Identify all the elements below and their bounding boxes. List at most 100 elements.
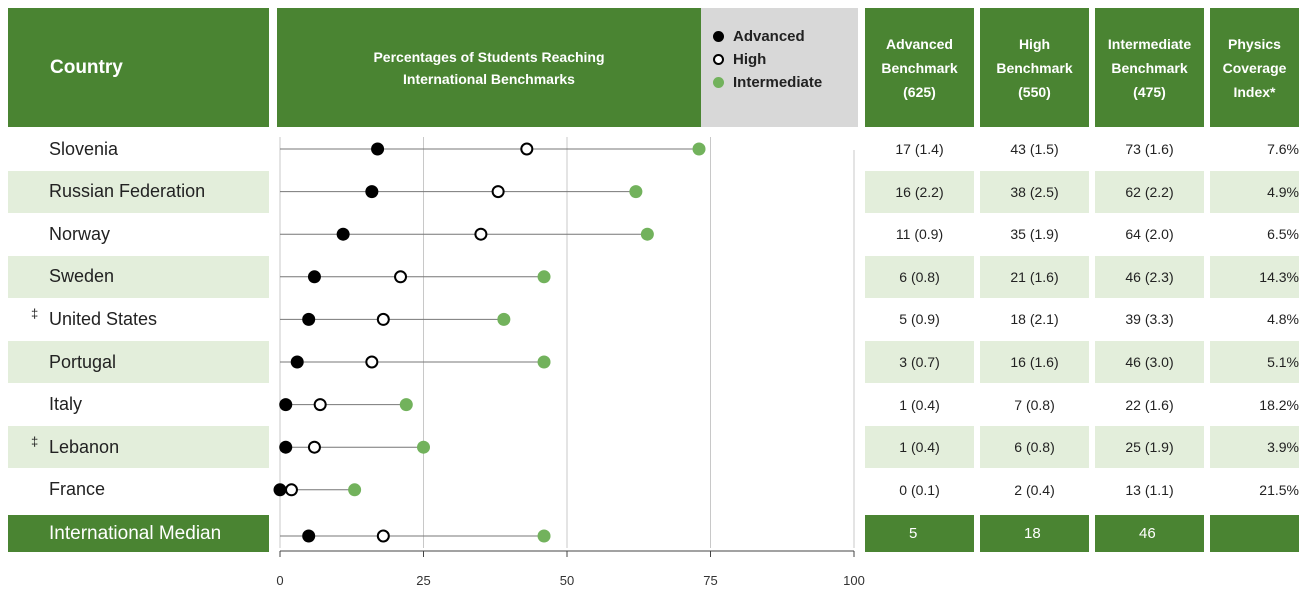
x-tick-label: 25 <box>416 573 430 588</box>
median-intermediate-cell: 46 <box>1095 515 1204 552</box>
cell-stripe <box>980 170 1089 213</box>
intermediate-point <box>537 529 551 543</box>
country-header-label: Country <box>50 56 123 78</box>
cell-stripe <box>865 170 974 213</box>
coverage-cell: 21.5% <box>1259 481 1299 498</box>
intermediate-header-line2: Benchmark <box>1111 59 1188 76</box>
advanced-cell: 1 (0.4) <box>899 439 940 456</box>
high-cell: 7 (0.8) <box>1014 396 1055 413</box>
intermediate-cell: 46 (3.0) <box>1125 354 1174 370</box>
advanced-cell: 3 (0.7) <box>899 354 940 370</box>
high-point <box>376 312 390 326</box>
row-stripe <box>8 426 269 469</box>
high-point <box>491 185 505 199</box>
cell-stripe <box>1095 341 1204 383</box>
cell-stripe <box>1210 426 1299 469</box>
country-header: Country <box>8 8 269 127</box>
high-cell: 35 (1.9) <box>1010 226 1059 243</box>
advanced-cell: 17 (1.4) <box>895 141 944 157</box>
intermediate-cell: 46 (2.3) <box>1125 268 1174 285</box>
x-tick-label: 0 <box>276 573 283 588</box>
country-name: Slovenia <box>49 138 119 159</box>
legend-label-high: High <box>733 51 767 68</box>
intermediate-cell: 64 (2.0) <box>1125 226 1174 243</box>
intermediate-marker-icon <box>713 77 724 88</box>
intermediate-point <box>348 483 362 497</box>
legend-item-intermediate: Intermediate <box>713 74 822 91</box>
high-cell: 2 (0.4) <box>1014 481 1055 498</box>
high-cell: 6 (0.8) <box>1014 439 1055 456</box>
high-header-line2: Benchmark <box>996 59 1073 76</box>
advanced-benchmark-header: Advanced Benchmark (625) <box>865 8 974 127</box>
cell-stripe <box>865 426 974 469</box>
country-name: France <box>49 479 106 500</box>
x-tick-label: 100 <box>843 573 865 588</box>
chart-title-line1: Percentages of Students Reaching <box>373 48 605 65</box>
median-high-cell: 18 <box>980 515 1089 552</box>
dagger-mark: ‡ <box>31 305 39 321</box>
advanced-point <box>279 398 293 412</box>
high-benchmark-header: High Benchmark (550) <box>980 8 1089 127</box>
intermediate-cell: 73 (1.6) <box>1125 141 1174 157</box>
intermediate-header-line1: Intermediate <box>1107 35 1192 52</box>
coverage-cell: 4.8% <box>1267 311 1299 328</box>
legend-item-advanced: Advanced <box>713 28 805 45</box>
advanced-cell: 11 (0.9) <box>895 226 944 243</box>
cell-stripe <box>1210 255 1299 298</box>
coverage-header-line2: Coverage <box>1222 59 1287 76</box>
chart-legend: Advanced High Intermediate <box>701 8 858 127</box>
high-point <box>313 398 327 412</box>
row-stripe <box>8 341 269 383</box>
advanced-point <box>371 142 385 156</box>
advanced-point <box>307 270 321 284</box>
high-point <box>474 227 488 241</box>
cell-stripe <box>865 255 974 298</box>
high-header-line3: (550) <box>1018 83 1051 100</box>
advanced-cell: 16 (2.2) <box>895 183 944 200</box>
high-cell: 21 (1.6) <box>1010 268 1059 285</box>
high-cell: 43 (1.5) <box>1010 141 1059 157</box>
advanced-cell: 1 (0.4) <box>899 396 940 413</box>
coverage-index-header: Physics Coverage Index* <box>1210 8 1299 127</box>
high-cell: 18 (2.1) <box>1010 311 1059 328</box>
high-header-line1: High <box>1018 35 1051 52</box>
cell-stripe <box>865 341 974 383</box>
cell-stripe <box>1095 255 1204 298</box>
intermediate-cell: 13 (1.1) <box>1125 481 1174 498</box>
high-point <box>365 355 379 369</box>
advanced-point <box>365 185 379 199</box>
advanced-point <box>302 312 316 326</box>
legend-label-advanced: Advanced <box>733 28 805 45</box>
median-coverage-cell <box>1210 515 1299 552</box>
advanced-point <box>290 355 304 369</box>
legend-label-intermediate: Intermediate <box>733 74 823 91</box>
coverage-cell: 14.3% <box>1259 268 1299 285</box>
chart-title-line2: International Benchmarks <box>403 70 575 87</box>
advanced-point <box>279 440 293 454</box>
high-point <box>520 142 534 156</box>
high-point <box>307 440 321 454</box>
intermediate-cell: 22 (1.6) <box>1125 396 1174 413</box>
coverage-cell: 18.2% <box>1259 396 1299 413</box>
chart-header: Percentages of Students Reaching Interna… <box>277 8 701 127</box>
country-name: Portugal <box>49 351 117 372</box>
legend-item-high: High <box>713 51 766 68</box>
cell-stripe <box>1095 170 1204 213</box>
row-stripe <box>8 255 269 298</box>
cell-stripe <box>980 341 1089 383</box>
high-point <box>284 483 298 497</box>
dagger-mark: ‡ <box>31 433 39 449</box>
high-point <box>394 270 408 284</box>
coverage-cell: 3.9% <box>1267 439 1299 456</box>
high-point <box>376 529 390 543</box>
advanced-cell: 6 (0.8) <box>899 268 940 285</box>
high-cell: 38 (2.5) <box>1010 183 1059 200</box>
intermediate-point <box>497 312 511 326</box>
intermediate-point <box>399 398 413 412</box>
advanced-marker-icon <box>713 31 724 42</box>
country-name: Norway <box>49 223 111 244</box>
advanced-point <box>336 227 350 241</box>
intermediate-point <box>629 185 643 199</box>
intermediate-point <box>417 440 430 454</box>
